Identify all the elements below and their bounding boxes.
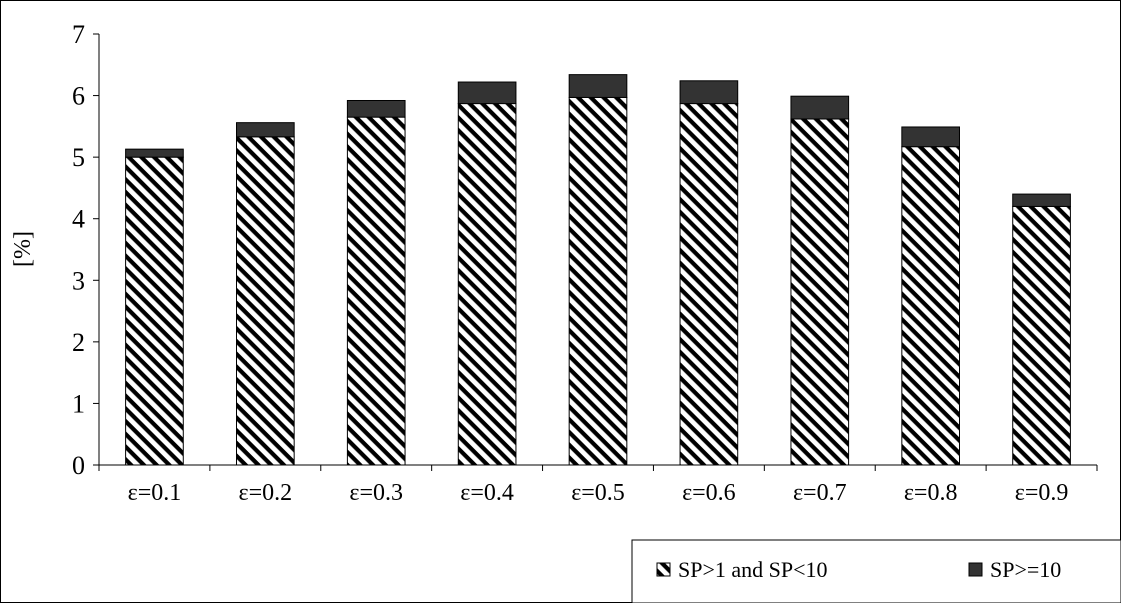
y-tick-label: 0: [72, 451, 85, 480]
y-tick-label: 3: [72, 266, 85, 295]
bar-solid-5: [569, 75, 627, 98]
x-tick-label: ε=0.8: [904, 480, 958, 506]
bar-hatched-6: [680, 104, 738, 465]
y-tick-label: 5: [72, 143, 85, 172]
legend-label-series-2: SP>=10: [990, 557, 1061, 582]
x-tick-label: ε=0.6: [682, 480, 736, 506]
bar-solid-9: [1013, 194, 1071, 206]
bar-hatched-9: [1013, 206, 1071, 465]
bar-hatched-7: [791, 119, 849, 465]
bar-hatched-3: [347, 117, 405, 465]
y-tick-label: 1: [72, 389, 85, 418]
legend-label-series-1: SP>1 and SP<10: [678, 557, 828, 582]
y-tick-label: 4: [72, 205, 85, 234]
x-tick-label: ε=0.9: [1015, 480, 1069, 506]
bar-solid-2: [237, 123, 295, 137]
bar-solid-1: [126, 149, 184, 157]
bar-solid-8: [902, 127, 960, 147]
bar-solid-7: [791, 96, 849, 119]
x-tick-label: ε=0.2: [239, 480, 293, 506]
bar-solid-4: [458, 82, 516, 104]
x-tick-label: ε=0.3: [349, 480, 403, 506]
x-tick-label: ε=0.5: [571, 480, 625, 506]
x-tick-label: ε=0.7: [793, 480, 847, 506]
bar-solid-6: [680, 81, 738, 104]
bar-group: [126, 75, 1071, 465]
bar-hatched-2: [237, 137, 295, 465]
bar-hatched-8: [902, 147, 960, 465]
y-tick-label: 2: [72, 328, 85, 357]
y-tick-label: 7: [72, 20, 85, 49]
legend: SP>1 and SP<10 SP>=10: [632, 540, 1121, 603]
legend-swatch-hatched: [657, 563, 670, 576]
x-tick-group: ε=0.1 ε=0.2 ε=0.3 ε=0.4 ε=0.5 ε=0.6 ε=0.7 ε=0.8…: [99, 465, 1097, 506]
legend-swatch-solid: [969, 563, 982, 576]
bar-hatched-5: [569, 97, 627, 465]
bar-hatched-4: [458, 104, 516, 465]
y-tick-group: 0 1 2 3 4 5 6 7: [72, 20, 99, 480]
x-tick-label: ε=0.4: [460, 480, 514, 506]
y-tick-label: 6: [72, 82, 85, 111]
bar-solid-3: [347, 100, 405, 117]
x-tick-label: ε=0.1: [128, 480, 182, 506]
bar-hatched-1: [126, 157, 184, 465]
y-axis-label: [%]: [10, 231, 36, 267]
